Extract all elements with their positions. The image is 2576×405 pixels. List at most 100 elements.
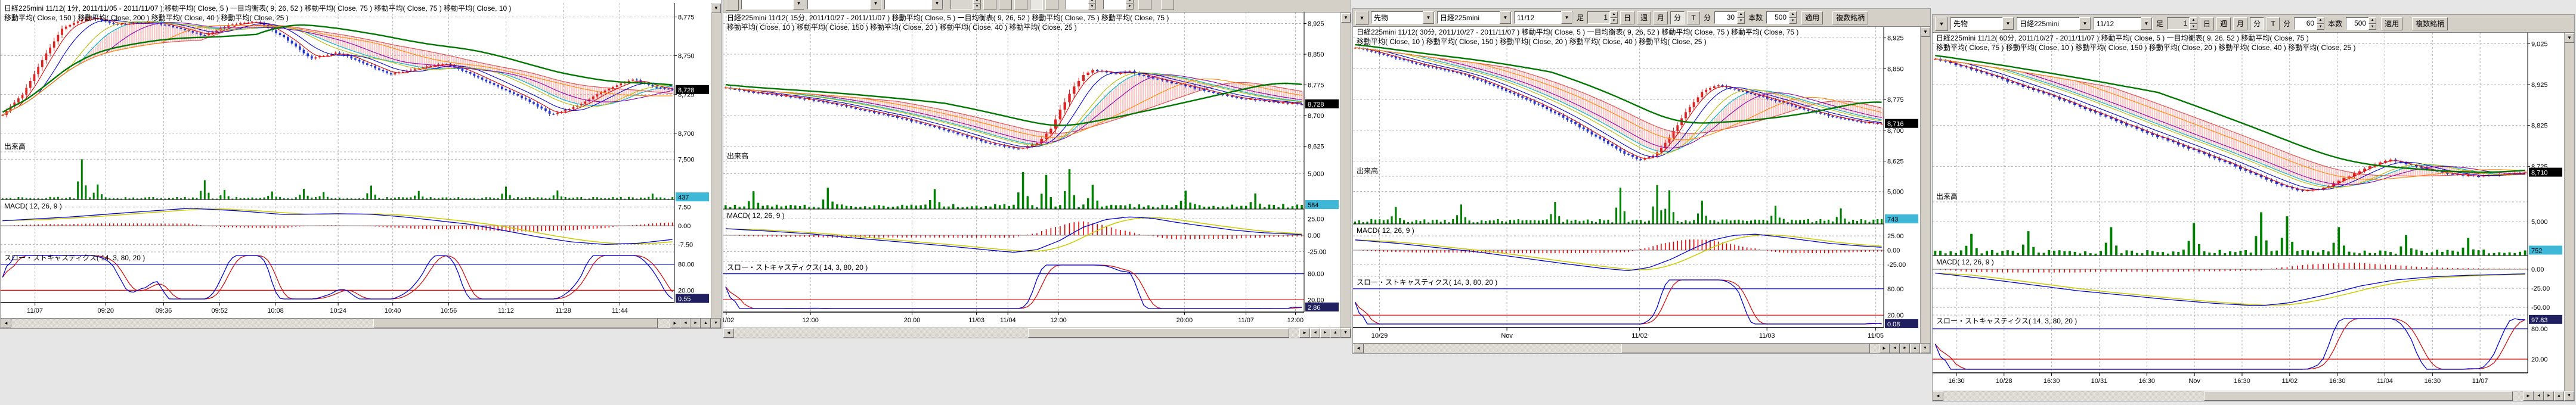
window-menu-button[interactable]: ▼ bbox=[1935, 16, 1948, 31]
spin-down-icon[interactable]: ▼ bbox=[1737, 17, 1745, 24]
spin-down-icon[interactable]: ▼ bbox=[2317, 23, 2325, 30]
spin-up-icon[interactable]: ▲ bbox=[973, 0, 981, 4]
symbol-select[interactable]: 日経225mini ▼ bbox=[2017, 17, 2091, 30]
chevron-down-icon[interactable]: ▼ bbox=[1500, 11, 1511, 24]
minutes-spinner[interactable]: 60 ▲ ▼ bbox=[2294, 17, 2325, 30]
tick-button[interactable]: T bbox=[2267, 17, 2280, 30]
spin-up-icon[interactable]: ▲ bbox=[1789, 11, 1797, 18]
minutes-spinner[interactable]: ▲ ▼ bbox=[1066, 0, 1096, 10]
horizontal-scrollbar[interactable]: ◄ ► ◄ ► ▲ ▼ bbox=[723, 328, 1351, 338]
multi-symbol-button[interactable]: 複数銘柄 bbox=[2412, 17, 2448, 30]
spinner-arrows[interactable]: ▲ ▼ bbox=[1737, 11, 1745, 24]
horizontal-scrollbar[interactable]: ◄ ► ◄ ► ▲ ▼ bbox=[1, 318, 721, 328]
scrollbar-track[interactable] bbox=[1943, 391, 2523, 401]
scroll-down-button[interactable]: ▼ bbox=[711, 4, 721, 13]
spin-up-icon[interactable]: ▲ bbox=[2317, 17, 2325, 24]
horizontal-scrollbar[interactable]: ◄ ► ◄ ► ▲ ▼ bbox=[1933, 391, 2574, 401]
window-menu-button[interactable]: ▼ bbox=[1355, 10, 1368, 25]
spin-up-icon[interactable]: ▲ bbox=[1737, 11, 1745, 18]
scroll-right-button[interactable]: ► bbox=[1299, 328, 1310, 338]
bar-count-spinner[interactable]: ▲ ▼ bbox=[1103, 0, 1134, 10]
bar-interval-spinner[interactable]: 1 ▲ ▼ bbox=[1587, 11, 1618, 24]
apply-button[interactable] bbox=[1138, 0, 1151, 10]
spin-up-icon[interactable]: ▲ bbox=[2190, 17, 2198, 24]
scroll-left-button[interactable]: ◄ bbox=[1353, 344, 1364, 353]
symbol-select[interactable]: ▼ bbox=[807, 0, 882, 10]
weekly-button[interactable] bbox=[999, 0, 1012, 10]
minute-button[interactable]: 分 bbox=[1670, 11, 1685, 24]
spinner-arrows[interactable]: ▲ ▼ bbox=[2317, 17, 2325, 30]
weekly-button[interactable]: 週 bbox=[1637, 11, 1652, 24]
spin-down-icon[interactable]: ▼ bbox=[1610, 17, 1618, 24]
scrollbar-track[interactable] bbox=[734, 328, 1299, 338]
spin-down-icon[interactable]: ▼ bbox=[1789, 17, 1797, 24]
daily-button[interactable] bbox=[983, 0, 996, 10]
chevron-down-icon[interactable]: ▼ bbox=[870, 0, 881, 10]
chevron-down-icon[interactable]: ▼ bbox=[793, 0, 804, 10]
instrument-select[interactable]: ▼ bbox=[741, 0, 805, 10]
scrollbar-track[interactable] bbox=[11, 319, 670, 328]
scroll-step-right-button[interactable]: ► bbox=[2544, 391, 2554, 401]
bar-interval-spinner[interactable]: 1 ▲ ▼ bbox=[2167, 17, 2198, 30]
spin-down-icon[interactable]: ▼ bbox=[2190, 23, 2198, 30]
zoom-in-button[interactable]: ▲ bbox=[1910, 344, 1920, 353]
spin-up-icon[interactable]: ▲ bbox=[1610, 11, 1618, 18]
tick-button[interactable]: T bbox=[1687, 11, 1701, 24]
zoom-out-button[interactable]: ▼ bbox=[2564, 391, 2574, 401]
monthly-button[interactable] bbox=[1014, 0, 1027, 10]
spinner-arrows[interactable]: ▲ ▼ bbox=[1088, 0, 1096, 10]
scroll-down-button[interactable]: ▼ bbox=[1341, 13, 1351, 23]
scrollbar-track[interactable] bbox=[1364, 344, 1879, 353]
scroll-step-left-button[interactable]: ◄ bbox=[680, 319, 691, 328]
contract-select[interactable]: ▼ bbox=[884, 0, 943, 10]
spin-up-icon[interactable]: ▲ bbox=[1088, 0, 1096, 4]
spin-down-icon[interactable]: ▼ bbox=[973, 3, 981, 10]
scroll-step-left-button[interactable]: ◄ bbox=[1890, 344, 1900, 353]
spin-up-icon[interactable]: ▲ bbox=[2368, 17, 2377, 24]
chevron-down-icon[interactable]: ▼ bbox=[2079, 17, 2091, 30]
chart-canvas[interactable]: 9,0258,9258,8258,7255,0000.00-25.00-50.0… bbox=[1933, 33, 2566, 392]
scroll-down-button[interactable]: ▼ bbox=[2565, 33, 2574, 43]
spinner-arrows[interactable]: ▲ ▼ bbox=[2190, 17, 2198, 30]
spin-down-icon[interactable]: ▼ bbox=[1088, 3, 1096, 10]
chevron-down-icon[interactable]: ▼ bbox=[931, 0, 943, 10]
spinner-arrows[interactable]: ▲ ▼ bbox=[1126, 0, 1134, 10]
bar-interval-spinner[interactable]: ▲ ▼ bbox=[950, 0, 981, 10]
instrument-select[interactable]: 先物 ▼ bbox=[1950, 17, 2014, 30]
contract-select[interactable]: 11/12 ▼ bbox=[1514, 11, 1573, 24]
apply-button[interactable]: 適用 bbox=[1801, 11, 1823, 24]
spin-down-icon[interactable]: ▼ bbox=[1126, 3, 1134, 10]
tick-button[interactable] bbox=[1045, 0, 1058, 10]
multi-symbol-button[interactable]: 複数銘柄 bbox=[1832, 11, 1869, 24]
chevron-down-icon[interactable]: ▼ bbox=[1423, 11, 1434, 24]
instrument-select[interactable]: 先物 ▼ bbox=[1371, 11, 1435, 24]
zoom-in-button[interactable]: ▲ bbox=[1330, 328, 1340, 338]
spinner-arrows[interactable]: ▲ ▼ bbox=[2368, 17, 2377, 30]
chart-canvas[interactable]: 8,925 8,850 8,775 8,700 8,625 5,000 25.00 0.00 -… bbox=[719, 13, 1342, 329]
bar-count-spinner[interactable]: 500 ▲ ▼ bbox=[1766, 11, 1797, 24]
chevron-down-icon[interactable]: ▼ bbox=[2002, 17, 2014, 30]
scroll-step-right-button[interactable]: ► bbox=[1320, 328, 1330, 338]
scroll-left-button[interactable]: ◄ bbox=[1, 319, 11, 328]
scroll-left-button[interactable]: ◄ bbox=[723, 328, 734, 338]
spinner-arrows[interactable]: ▲ ▼ bbox=[1610, 11, 1618, 24]
scrollbar-thumb[interactable] bbox=[1621, 344, 1870, 353]
multi-symbol-button[interactable] bbox=[1161, 0, 1174, 10]
scroll-step-right-button[interactable]: ► bbox=[691, 319, 701, 328]
scroll-right-button[interactable]: ► bbox=[2523, 391, 2534, 401]
apply-button[interactable]: 適用 bbox=[2381, 17, 2403, 30]
scroll-left-button[interactable]: ◄ bbox=[1933, 391, 1943, 401]
chevron-down-icon[interactable]: ▼ bbox=[2141, 17, 2152, 30]
zoom-out-button[interactable]: ▼ bbox=[1340, 328, 1351, 338]
minute-button[interactable]: 分 bbox=[2250, 17, 2265, 30]
chevron-down-icon[interactable]: ▼ bbox=[1561, 11, 1572, 24]
scroll-right-button[interactable]: ► bbox=[670, 319, 680, 328]
spin-up-icon[interactable]: ▲ bbox=[1126, 0, 1134, 4]
scrollbar-thumb[interactable] bbox=[373, 319, 658, 328]
scroll-step-left-button[interactable]: ◄ bbox=[2534, 391, 2544, 401]
spinner-arrows[interactable]: ▲ ▼ bbox=[1789, 11, 1797, 24]
zoom-out-button[interactable]: ▼ bbox=[1920, 344, 1930, 353]
minutes-spinner[interactable]: 30 ▲ ▼ bbox=[1714, 11, 1745, 24]
symbol-select[interactable]: 日経225mini ▼ bbox=[1437, 11, 1512, 24]
daily-button[interactable]: 日 bbox=[2200, 17, 2215, 30]
